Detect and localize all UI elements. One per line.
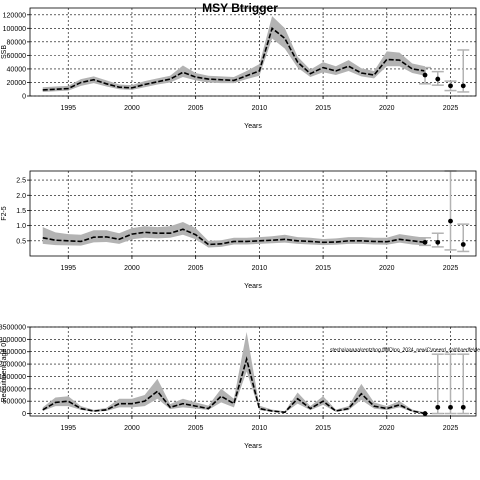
series-line — [42, 26, 426, 91]
x-tick-label: 2000 — [124, 265, 140, 272]
y-axis-label: F2-5 — [1, 206, 8, 221]
y-tick-label: 500000 — [3, 399, 26, 406]
x-axis-label: Years — [244, 283, 262, 290]
x-tick-label: 2015 — [315, 265, 331, 272]
y-tick-label: 120000 — [3, 12, 26, 19]
x-axis-label: Years — [244, 123, 262, 130]
x-tick-label: 2010 — [252, 265, 268, 272]
series-line — [42, 356, 426, 415]
plot-frame — [29, 7, 477, 97]
y-tick-label: 1500000 — [0, 374, 26, 381]
x-tick-label: 2015 — [315, 105, 331, 112]
x-tick-label: 2005 — [188, 265, 204, 272]
y-tick-label: 2.5 — [16, 178, 26, 185]
y-tick-label: 2000000 — [0, 362, 26, 369]
forecast-point — [448, 83, 453, 89]
forecast-point — [435, 404, 441, 410]
x-tick-label: 2025 — [443, 425, 459, 432]
panel-3: 1995 2000 2005 2010 2015 2020 2025 0 500000 10000… — [0, 325, 480, 451]
x-tick-label: 2005 — [188, 105, 204, 112]
x-tick-label: 2015 — [315, 425, 331, 432]
y-tick-label: 20000 — [7, 80, 27, 87]
forecast-point — [460, 242, 466, 247]
x-tick-label: 2020 — [379, 265, 395, 272]
forecast-point — [422, 411, 428, 416]
annotation-text: stecha\aaaaa\rentzhog,ffMD\no_2024_newiC… — [330, 348, 480, 354]
panel-2: 1995 2000 2005 2010 2015 2020 2025 0.5 1.0 1.5 2.0… — [1, 170, 477, 290]
x-tick-label: 2005 — [188, 425, 204, 432]
y-tick-label: 0 — [22, 94, 26, 101]
plot-frame — [29, 326, 477, 417]
x-tick-label: 2020 — [379, 105, 395, 112]
plot-frame — [29, 170, 477, 257]
y-tick-label: 100000 — [3, 26, 26, 33]
y-tick-label: 1000000 — [0, 386, 26, 393]
y-tick-label: 0 — [22, 411, 26, 418]
y-axis-label: SSB — [1, 45, 8, 59]
forecast-point — [460, 83, 466, 89]
x-tick-label: 2020 — [379, 425, 395, 432]
x-tick-label: 2000 — [124, 425, 140, 432]
confidence-band — [42, 16, 426, 92]
x-tick-label: 2025 — [443, 265, 459, 272]
x-tick-label: 2010 — [252, 105, 268, 112]
forecast-point — [435, 76, 441, 82]
y-tick-label: 2.0 — [16, 193, 26, 200]
forecast-point — [435, 239, 441, 245]
x-axis-label: Years — [244, 443, 262, 450]
x-tick-label: 2000 — [124, 105, 140, 112]
y-tick-label: 1.0 — [16, 223, 26, 230]
confidence-band — [42, 222, 426, 248]
x-tick-label: 2025 — [443, 105, 459, 112]
x-tick-label: 1995 — [60, 105, 76, 112]
x-tick-label: 1995 — [60, 265, 76, 272]
panel-1: 1995 2000 2005 2010 2015 2020 2025 0 20000 40000 6… — [1, 7, 477, 130]
x-tick-label: 2010 — [252, 425, 268, 432]
x-tick-label: 1995 — [60, 425, 76, 432]
y-axis-label: Recruitment (age 0) — [1, 341, 8, 403]
forecast-point — [460, 404, 466, 410]
series-line — [42, 228, 426, 246]
y-tick-label: 3500000 — [0, 325, 26, 332]
forecast-point — [448, 218, 453, 224]
y-tick-label: 60000 — [7, 53, 27, 60]
y-tick-label: 0.5 — [16, 238, 26, 245]
y-tick-label: 80000 — [7, 39, 27, 46]
forecast-point — [422, 72, 428, 78]
y-tick-label: 40000 — [7, 66, 27, 73]
forecast-point — [422, 239, 428, 245]
forecast-point — [448, 404, 453, 410]
y-tick-label: 1.5 — [16, 208, 26, 215]
y-tick-label: 2500000 — [0, 349, 26, 356]
y-tick-label: 3000000 — [0, 337, 26, 344]
